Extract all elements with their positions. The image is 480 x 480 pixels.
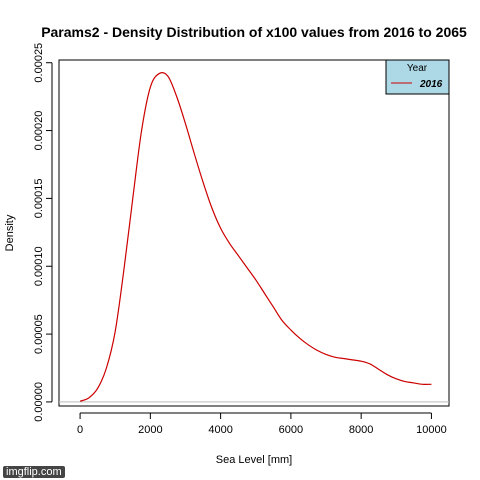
density-line-2016 xyxy=(80,73,431,402)
y-tick-label: 0.00025 xyxy=(33,43,45,83)
legend-title: Year xyxy=(407,63,428,74)
y-tick-label: 0.00005 xyxy=(33,314,45,354)
x-tick-label: 6000 xyxy=(279,424,303,436)
x-tick-label: 8000 xyxy=(349,424,373,436)
x-tick-label: 0 xyxy=(77,424,83,436)
x-tick-label: 10000 xyxy=(416,424,447,436)
x-axis-label: Sea Level [mm] xyxy=(216,454,292,466)
x-tick-label: 2000 xyxy=(138,424,162,436)
y-axis-label: Density xyxy=(4,214,16,251)
plot-frame xyxy=(59,60,449,406)
legend-entry-2016: 2016 xyxy=(419,79,443,90)
y-tick-label: 0.00010 xyxy=(33,246,45,286)
legend: Year 2016 xyxy=(386,60,449,94)
watermark: imgflip.com xyxy=(3,466,65,478)
x-axis: 0 2000 4000 6000 8000 10000 xyxy=(77,413,447,436)
chart-title: Params2 - Density Distribution of x100 v… xyxy=(41,24,467,40)
y-tick-label: 0.00015 xyxy=(33,179,45,219)
y-tick-label: 0.00000 xyxy=(33,382,45,422)
y-tick-label: 0.00020 xyxy=(33,111,45,151)
x-tick-label: 4000 xyxy=(208,424,232,436)
y-axis: 0.00000 0.00005 0.00010 0.00015 0.00020 0.000… xyxy=(33,43,52,422)
series-layer xyxy=(80,73,431,402)
